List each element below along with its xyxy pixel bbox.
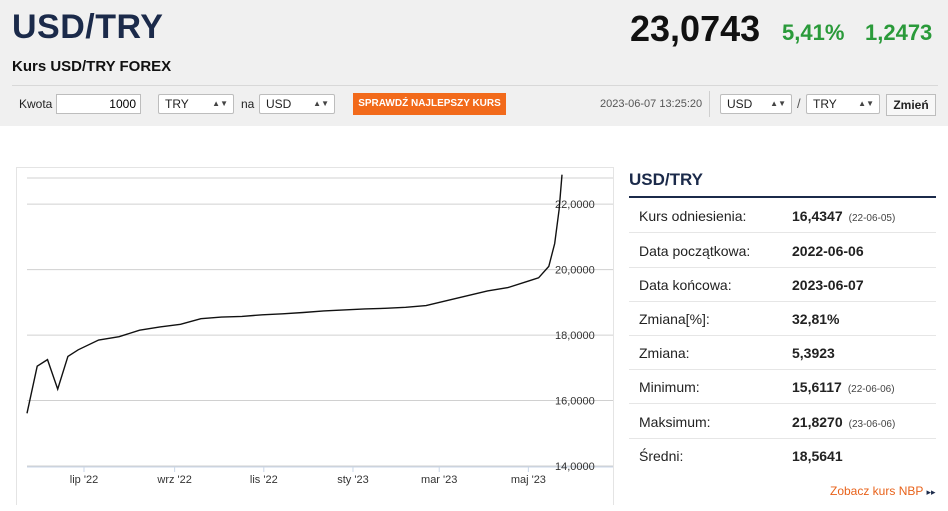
- info-value: 32,81%: [792, 311, 840, 327]
- info-value: 15,6117 (22-06-06): [792, 379, 895, 395]
- series-line-usd-try: [26, 174, 563, 414]
- to-currency-select[interactable]: USD ▲▼: [259, 94, 335, 114]
- x-tick-label: maj '23: [511, 474, 546, 486]
- x-tick-label: sty '23: [337, 474, 368, 486]
- pair-slash: /: [797, 96, 801, 111]
- info-row-average: Średni: 18,5641: [629, 438, 936, 472]
- nbp-link-text: Zobacz kurs NBP: [830, 484, 924, 498]
- price-chart: 14,0000 16,0000 18,0000 20,0000 22,0000 lip …: [26, 174, 613, 486]
- info-label: Data początkowa:: [639, 243, 751, 259]
- quote-currency-value: TRY: [813, 97, 837, 111]
- info-value-date: (22-06-05): [848, 213, 896, 224]
- x-tick-label: lip '22: [70, 474, 98, 486]
- info-value-date: (23-06-06): [848, 419, 896, 430]
- info-label: Minimum:: [639, 379, 700, 395]
- info-row-start-date: Data początkowa: 2022-06-06: [629, 233, 936, 268]
- amount-input[interactable]: [56, 94, 141, 114]
- to-currency-value: USD: [266, 97, 292, 111]
- y-tick-label: 22,0000: [555, 199, 595, 211]
- info-title-underline: [629, 196, 936, 198]
- info-value: 2023-06-07: [792, 277, 864, 293]
- x-tick-label: wrz '22: [156, 474, 192, 486]
- to-label: na: [241, 97, 255, 111]
- info-value-number: 15,6117: [792, 379, 842, 395]
- y-tick-label: 14,0000: [555, 461, 595, 473]
- nbp-rate-link[interactable]: Zobacz kurs NBP ▸▸: [830, 484, 936, 498]
- info-value: 18,5641: [792, 448, 843, 464]
- base-currency-select[interactable]: USD ▲▼: [720, 94, 792, 114]
- change-percent: 5,41%: [782, 20, 845, 45]
- x-tick-label: lis '22: [250, 474, 278, 486]
- info-row-maximum: Maksimum: 21,8270 (23-06-06): [629, 404, 936, 439]
- info-label: Data końcowa:: [639, 277, 732, 293]
- x-tick-label: mar '23: [421, 474, 457, 486]
- toolbar-separator: [709, 91, 710, 117]
- amount-label: Kwota: [19, 97, 53, 111]
- from-currency-select[interactable]: TRY ▲▼: [158, 94, 234, 114]
- change-pair-button[interactable]: Zmień: [886, 94, 936, 116]
- from-currency-value: TRY: [165, 97, 189, 111]
- change-absolute: 1,2473: [865, 20, 933, 45]
- updown-arrows-icon: ▲▼: [858, 99, 874, 108]
- info-value: 5,3923: [792, 345, 835, 361]
- info-label: Średni:: [639, 448, 684, 464]
- updown-arrows-icon: ▲▼: [770, 99, 786, 108]
- info-row-end-date: Data końcowa: 2023-06-07: [629, 267, 936, 302]
- best-rate-button[interactable]: SPRAWDŹ NAJLEPSZY KURS: [353, 93, 506, 115]
- updown-arrows-icon: ▲▼: [212, 99, 228, 108]
- info-value: 2022-06-06: [792, 243, 864, 259]
- info-label: Maksimum:: [639, 414, 711, 430]
- price-chart-panel: 14,0000 16,0000 18,0000 20,0000 22,0000 lip …: [16, 167, 614, 505]
- info-value: 21,8270 (23-06-06): [792, 414, 895, 430]
- info-value-number: 21,8270: [792, 414, 843, 430]
- base-currency-value: USD: [727, 97, 753, 111]
- info-title: USD/TRY: [629, 170, 703, 189]
- info-row-change: Zmiana: 5,3923: [629, 335, 936, 370]
- info-row-change-pct: Zmiana[%]: 32,81%: [629, 301, 936, 336]
- info-value-number: 16,4347: [792, 208, 843, 224]
- quote-timestamp: 2023-06-07 13:25:20: [600, 98, 703, 110]
- info-value: 16,4347 (22-06-05): [792, 208, 895, 224]
- currency-pair-title: USD/TRY: [12, 8, 164, 46]
- quote-currency-select[interactable]: TRY ▲▼: [806, 94, 880, 114]
- double-chevron-right-icon: ▸▸: [926, 487, 936, 497]
- updown-arrows-icon: ▲▼: [313, 99, 329, 108]
- info-row-minimum: Minimum: 15,6117 (22-06-06): [629, 369, 936, 404]
- quote-subtitle: Kurs USD/TRY FOREX: [12, 58, 172, 75]
- info-label: Kurs odniesienia:: [639, 208, 747, 224]
- y-tick-label: 16,0000: [555, 396, 595, 408]
- y-tick-label: 20,0000: [555, 265, 595, 277]
- info-row-reference: Kurs odniesienia: 16,4347 (22-06-05): [629, 198, 936, 233]
- info-label: Zmiana[%]:: [639, 311, 710, 327]
- y-tick-label: 18,0000: [555, 330, 595, 342]
- info-value-date: (22-06-06): [847, 384, 895, 395]
- quote-header: USD/TRY Kurs USD/TRY FOREX 23,0743 5,41%…: [0, 0, 948, 126]
- header-divider: [12, 85, 938, 86]
- info-label: Zmiana:: [639, 345, 690, 361]
- current-price: 23,0743: [630, 8, 761, 49]
